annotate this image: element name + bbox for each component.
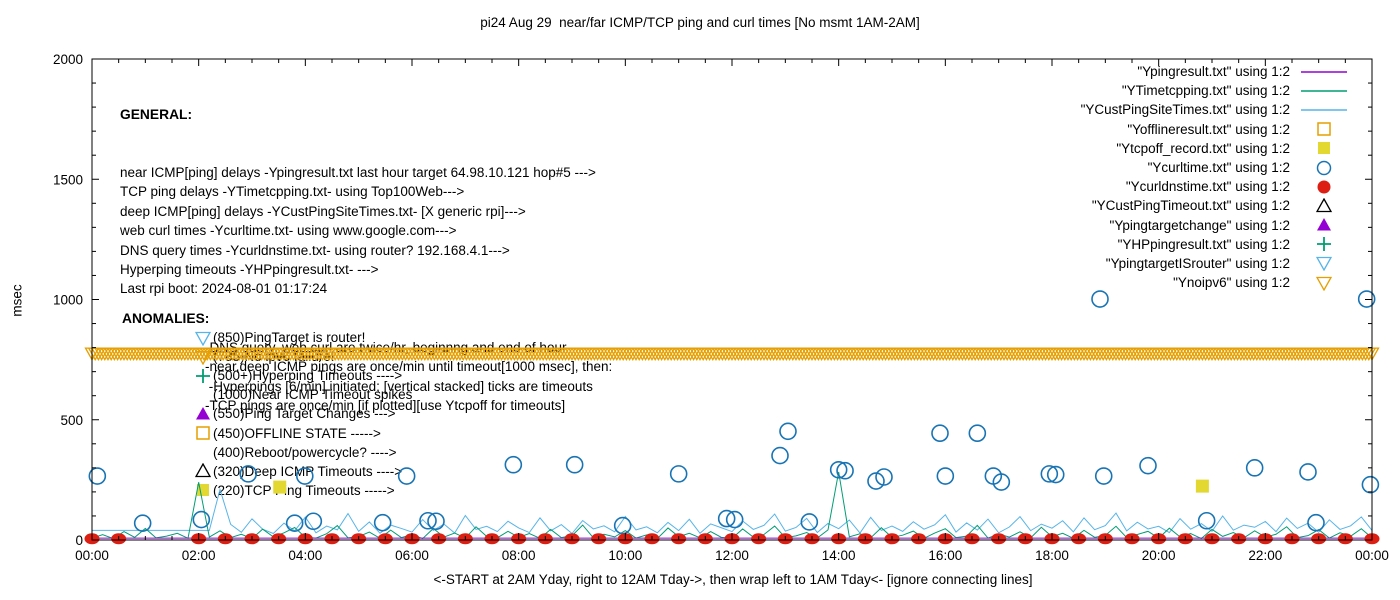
anomaly-label: (850)PingTarget is router!: [213, 330, 366, 345]
anomaly-label: (400)Reboot/powercycle? ---->: [213, 444, 397, 460]
general-line: Last rpi boot: 2024-08-01 01:17:24: [120, 281, 328, 297]
tri-up-filled-icon: [195, 406, 213, 422]
anomaly-row: (450)OFFLINE STATE ----->: [195, 424, 381, 443]
anomaly-row: (220)TCP Ping Timeouts ----->: [195, 481, 395, 500]
tri-up-open-icon: [195, 463, 213, 479]
anomaly-row: (400)Reboot/powercycle? ---->: [195, 443, 396, 462]
anomaly-label: (450)OFFLINE STATE ----->: [213, 425, 381, 441]
anomaly-row: (785)No ipv6 failure!: [195, 347, 335, 366]
anomaly-label: (550)Ping Target Changes --->: [213, 406, 396, 422]
anomaly-label: (500+)Hyperping Timeouts ---->: [213, 368, 403, 384]
anomaly-row: (1000)Near ICMP Timeout spikes: [195, 385, 412, 404]
general-line: deep ICMP[ping] delays -YCustPingSiteTim…: [120, 203, 526, 219]
general-line: web curl times -Ycurltime.txt- using www…: [120, 223, 457, 239]
anomaly-row: (320)Deep ICMP Timeouts ---->: [195, 462, 402, 481]
anomaly-label: (320)Deep ICMP Timeouts ---->: [213, 463, 403, 479]
general-line: TCP ping delays -YTimetcpping.txt- using…: [120, 184, 465, 200]
square-open-icon: [195, 425, 213, 441]
tri-down-open-icon: [195, 330, 213, 346]
tri-down-open-icon: [195, 349, 213, 365]
anomaly-row: (550)Ping Target Changes --->: [195, 404, 395, 423]
anomaly-label: (785)No ipv6 failure!: [213, 349, 335, 365]
general-lines: near ICMP[ping] delays -Ypingresult.txt …: [120, 163, 612, 299]
plus-icon: [195, 368, 213, 384]
anomaly-row: (850)PingTarget is router!: [195, 328, 365, 347]
general-line: DNS query times -Ycurldnstime.txt- using…: [120, 242, 510, 258]
general-heading: GENERAL:: [120, 106, 193, 122]
general-line: near ICMP[ping] delays -Ypingresult.txt …: [120, 165, 596, 181]
anomaly-label: (220)TCP Ping Timeouts ----->: [213, 482, 395, 498]
square-filled-icon: [195, 482, 213, 498]
anomaly-label: (1000)Near ICMP Timeout spikes: [213, 387, 413, 403]
anomalies-heading: ANOMALIES:: [122, 311, 210, 326]
general-line: Hyperping timeouts -YHPpingresult.txt- -…: [120, 262, 379, 278]
anomaly-row: (500+)Hyperping Timeouts ---->: [195, 366, 402, 385]
